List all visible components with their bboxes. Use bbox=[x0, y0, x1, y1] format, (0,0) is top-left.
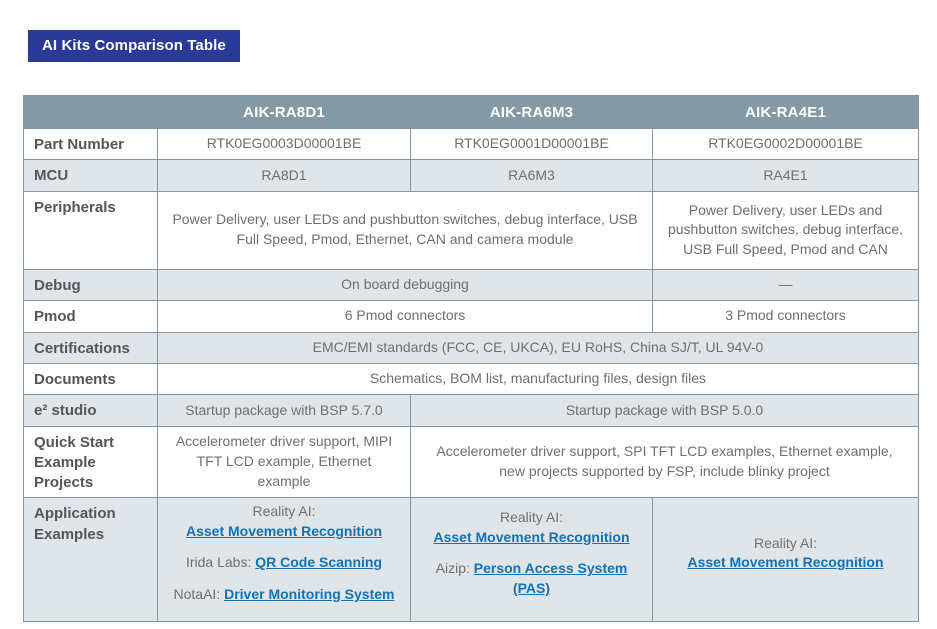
row-pmod: Pmod 6 Pmod connectors 3 Pmod connectors bbox=[23, 299, 919, 333]
row-application-examples: Application Examples Reality AI: Asset M… bbox=[23, 497, 919, 622]
cell-pmod-ra4e1: 3 Pmod connectors bbox=[652, 299, 919, 333]
column-header-aik-ra4e1: AIK-RA4E1 bbox=[652, 95, 919, 129]
row-e2-studio: e² studio Startup package with BSP 5.7.0… bbox=[23, 394, 919, 427]
row-quick-start: Quick Start Example Projects Acceleromet… bbox=[23, 425, 919, 499]
cell-part-number-ra6m3: RTK0EG0001D00001BE bbox=[410, 127, 653, 161]
cell-debug-ra8d1-ra6m3: On board debugging bbox=[157, 268, 653, 301]
cell-debug-ra4e1: — bbox=[652, 268, 919, 301]
app-entry-reality-ai: Reality AI: Asset Movement Recognition bbox=[170, 502, 398, 541]
link-driver-monitoring-system[interactable]: Driver Monitoring System bbox=[224, 586, 395, 603]
app-entry-irida-labs: Irida Labs: QR Code Scanning bbox=[170, 553, 398, 573]
row-label-certifications: Certifications bbox=[23, 331, 158, 365]
app-entry-notaai: NotaAI: Driver Monitoring System bbox=[170, 585, 398, 605]
cell-e2-studio-ra8d1: Startup package with BSP 5.7.0 bbox=[157, 394, 411, 427]
row-label-peripherals: Peripherals bbox=[23, 190, 158, 270]
cell-peripherals-ra4e1: Power Delivery, user LEDs and pushbutton… bbox=[652, 190, 919, 270]
row-label-part-number: Part Number bbox=[23, 127, 158, 161]
column-header-aik-ra6m3: AIK-RA6M3 bbox=[410, 95, 653, 129]
row-label-pmod: Pmod bbox=[23, 299, 158, 333]
row-debug: Debug On board debugging — bbox=[23, 268, 919, 301]
row-label-documents: Documents bbox=[23, 362, 158, 396]
cell-part-number-ra4e1: RTK0EG0002D00001BE bbox=[652, 127, 919, 161]
app-entry-prefix: Reality AI: bbox=[252, 503, 316, 520]
cell-application-examples-ra4e1: Reality AI: Asset Movement Recognition bbox=[652, 497, 919, 622]
cell-quick-start-ra8d1: Accelerometer driver support, MIPI TFT L… bbox=[157, 425, 411, 499]
cell-certifications-all: EMC/EMI standards (FCC, CE, UKCA), EU Ro… bbox=[157, 331, 919, 365]
app-entry-prefix: Irida Labs: bbox=[185, 554, 256, 571]
app-entry-prefix: Reality AI: bbox=[499, 509, 564, 526]
app-entry-aizip: Aizip: Person Access System (PAS) bbox=[423, 559, 640, 598]
cell-mcu-ra6m3: RA6M3 bbox=[410, 159, 653, 192]
cell-quick-start-ra6m3-ra4e1: Accelerometer driver support, SPI TFT LC… bbox=[410, 425, 919, 499]
corner-cell bbox=[23, 95, 158, 129]
column-header-aik-ra8d1: AIK-RA8D1 bbox=[157, 95, 411, 129]
table-header-row: AIK-RA8D1 AIK-RA6M3 AIK-RA4E1 bbox=[23, 95, 919, 129]
cell-pmod-ra8d1-ra6m3: 6 Pmod connectors bbox=[157, 299, 653, 333]
row-mcu: MCU RA8D1 RA6M3 RA4E1 bbox=[23, 159, 919, 192]
page-title: AI Kits Comparison Table bbox=[28, 30, 240, 62]
cell-mcu-ra8d1: RA8D1 bbox=[157, 159, 411, 192]
cell-peripherals-ra8d1-ra6m3: Power Delivery, user LEDs and pushbutton… bbox=[157, 190, 653, 270]
cell-application-examples-ra6m3: Reality AI: Asset Movement Recognition A… bbox=[410, 497, 653, 622]
row-label-mcu: MCU bbox=[23, 159, 158, 192]
row-label-application-examples: Application Examples bbox=[23, 497, 158, 622]
link-asset-movement-recognition[interactable]: Asset Movement Recognition bbox=[433, 528, 630, 545]
app-entry-prefix: Aizip: bbox=[435, 560, 474, 577]
row-certifications: Certifications EMC/EMI standards (FCC, C… bbox=[23, 331, 919, 365]
cell-application-examples-ra8d1: Reality AI: Asset Movement Recognition I… bbox=[157, 497, 411, 622]
app-entry-prefix: NotaAI: bbox=[173, 586, 225, 603]
link-asset-movement-recognition[interactable]: Asset Movement Recognition bbox=[687, 554, 884, 571]
link-asset-movement-recognition[interactable]: Asset Movement Recognition bbox=[185, 522, 383, 539]
cell-documents-all: Schematics, BOM list, manufacturing file… bbox=[157, 362, 919, 396]
cell-mcu-ra4e1: RA4E1 bbox=[652, 159, 919, 192]
comparison-table: AIK-RA8D1 AIK-RA6M3 AIK-RA4E1 Part Numbe… bbox=[23, 95, 919, 622]
row-part-number: Part Number RTK0EG0003D00001BE RTK0EG000… bbox=[23, 127, 919, 161]
row-label-quick-start: Quick Start Example Projects bbox=[23, 425, 158, 499]
row-label-e2-studio: e² studio bbox=[23, 394, 158, 427]
cell-part-number-ra8d1: RTK0EG0003D00001BE bbox=[157, 127, 411, 161]
link-qr-code-scanning[interactable]: QR Code Scanning bbox=[255, 554, 383, 571]
app-entry-prefix: Reality AI: bbox=[753, 534, 818, 551]
row-documents: Documents Schematics, BOM list, manufact… bbox=[23, 362, 919, 396]
row-peripherals: Peripherals Power Delivery, user LEDs an… bbox=[23, 190, 919, 270]
app-entry-reality-ai: Reality AI: Asset Movement Recognition bbox=[423, 508, 640, 547]
cell-e2-studio-ra6m3-ra4e1: Startup package with BSP 5.0.0 bbox=[410, 394, 919, 427]
link-person-access-system[interactable]: Person Access System (PAS) bbox=[473, 560, 628, 597]
row-label-debug: Debug bbox=[23, 268, 158, 301]
app-entry-reality-ai: Reality AI: Asset Movement Recognition bbox=[665, 534, 906, 573]
